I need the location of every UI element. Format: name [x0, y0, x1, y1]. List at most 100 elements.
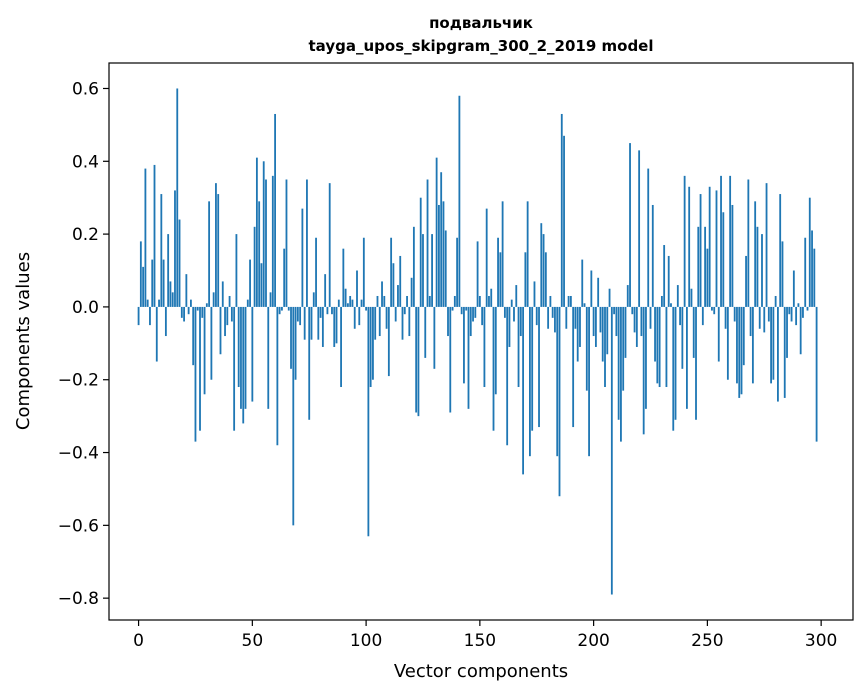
- bar: [554, 306, 556, 333]
- chart-subtitle: tayga_upos_skipgram_300_2_2019 model: [309, 37, 654, 55]
- bar: [221, 281, 224, 307]
- bar: [526, 201, 529, 307]
- bar: [624, 306, 627, 358]
- bar: [615, 306, 618, 337]
- bar: [271, 175, 274, 307]
- bar-series: [137, 88, 818, 595]
- bar: [813, 248, 816, 307]
- bar: [453, 295, 456, 307]
- x-axis: 0 50 100 150 200 250 300: [133, 620, 837, 651]
- bar: [337, 299, 340, 307]
- bar: [654, 306, 656, 362]
- bar: [815, 306, 818, 442]
- bar: [697, 226, 700, 307]
- bar: [515, 285, 518, 307]
- bar: [672, 306, 675, 431]
- bar: [308, 306, 311, 420]
- bar: [381, 281, 383, 307]
- bar: [440, 172, 443, 307]
- bar: [761, 234, 763, 307]
- x-tick-label: 200: [577, 631, 609, 651]
- bar: [194, 306, 197, 442]
- bar: [342, 248, 345, 307]
- bar: [686, 306, 688, 409]
- bar: [210, 306, 213, 380]
- bar: [438, 204, 440, 307]
- bar: [542, 234, 545, 307]
- bar: [399, 255, 402, 307]
- bar: [139, 241, 142, 307]
- bar: [802, 306, 804, 318]
- bar: [178, 219, 181, 307]
- bar: [417, 306, 420, 417]
- bar: [494, 306, 497, 395]
- bar: [315, 237, 317, 307]
- bar: [510, 299, 513, 307]
- bar: [529, 306, 531, 457]
- bar: [565, 306, 568, 329]
- x-tick-label: 300: [805, 631, 837, 651]
- bar: [287, 306, 290, 311]
- bar: [535, 306, 538, 326]
- bar: [704, 226, 707, 307]
- bar: [736, 306, 738, 384]
- bar: [376, 295, 379, 307]
- y-tick-label: 0.2: [72, 225, 99, 245]
- bar: [449, 306, 452, 413]
- bar: [242, 306, 245, 424]
- bar: [722, 212, 725, 307]
- bar: [217, 194, 220, 307]
- bar: [804, 237, 807, 307]
- bar: [296, 306, 299, 322]
- bar: [597, 277, 600, 307]
- bar: [681, 306, 684, 369]
- bar: [488, 295, 490, 307]
- bar: [604, 306, 606, 388]
- bar: [701, 306, 704, 326]
- bar: [576, 306, 579, 362]
- bar: [356, 270, 358, 307]
- bar: [551, 306, 554, 318]
- bar: [187, 306, 190, 315]
- bar: [244, 306, 247, 409]
- bar: [745, 255, 747, 307]
- bar: [267, 306, 270, 409]
- bar: [276, 306, 279, 446]
- bar: [770, 306, 772, 384]
- bar: [667, 255, 670, 307]
- bar: [726, 306, 729, 380]
- bar: [183, 306, 185, 322]
- bar: [390, 237, 393, 307]
- bar: [278, 306, 281, 315]
- bar: [492, 306, 495, 431]
- bar: [501, 201, 504, 307]
- bar: [444, 230, 447, 307]
- bar: [797, 303, 800, 307]
- bar: [665, 306, 668, 388]
- bar: [560, 113, 563, 307]
- bar: [237, 306, 240, 388]
- bar: [506, 306, 509, 446]
- bar: [574, 306, 577, 329]
- bar: [224, 306, 226, 337]
- bar: [695, 306, 697, 420]
- plot-frame: [108, 62, 854, 621]
- bar: [638, 150, 641, 307]
- bar: [658, 306, 661, 388]
- bar: [190, 299, 192, 307]
- bar: [460, 306, 463, 315]
- bar: [715, 190, 718, 307]
- bar: [303, 306, 306, 340]
- bar: [378, 306, 381, 337]
- bar: [160, 194, 163, 307]
- bar: [558, 306, 561, 497]
- bar: [519, 306, 522, 337]
- bar: [749, 306, 752, 337]
- bar: [265, 179, 267, 307]
- bar: [199, 306, 201, 431]
- bar: [442, 201, 445, 307]
- bar: [219, 306, 222, 355]
- bar: [647, 168, 650, 307]
- bar: [717, 306, 720, 362]
- bar: [174, 190, 176, 307]
